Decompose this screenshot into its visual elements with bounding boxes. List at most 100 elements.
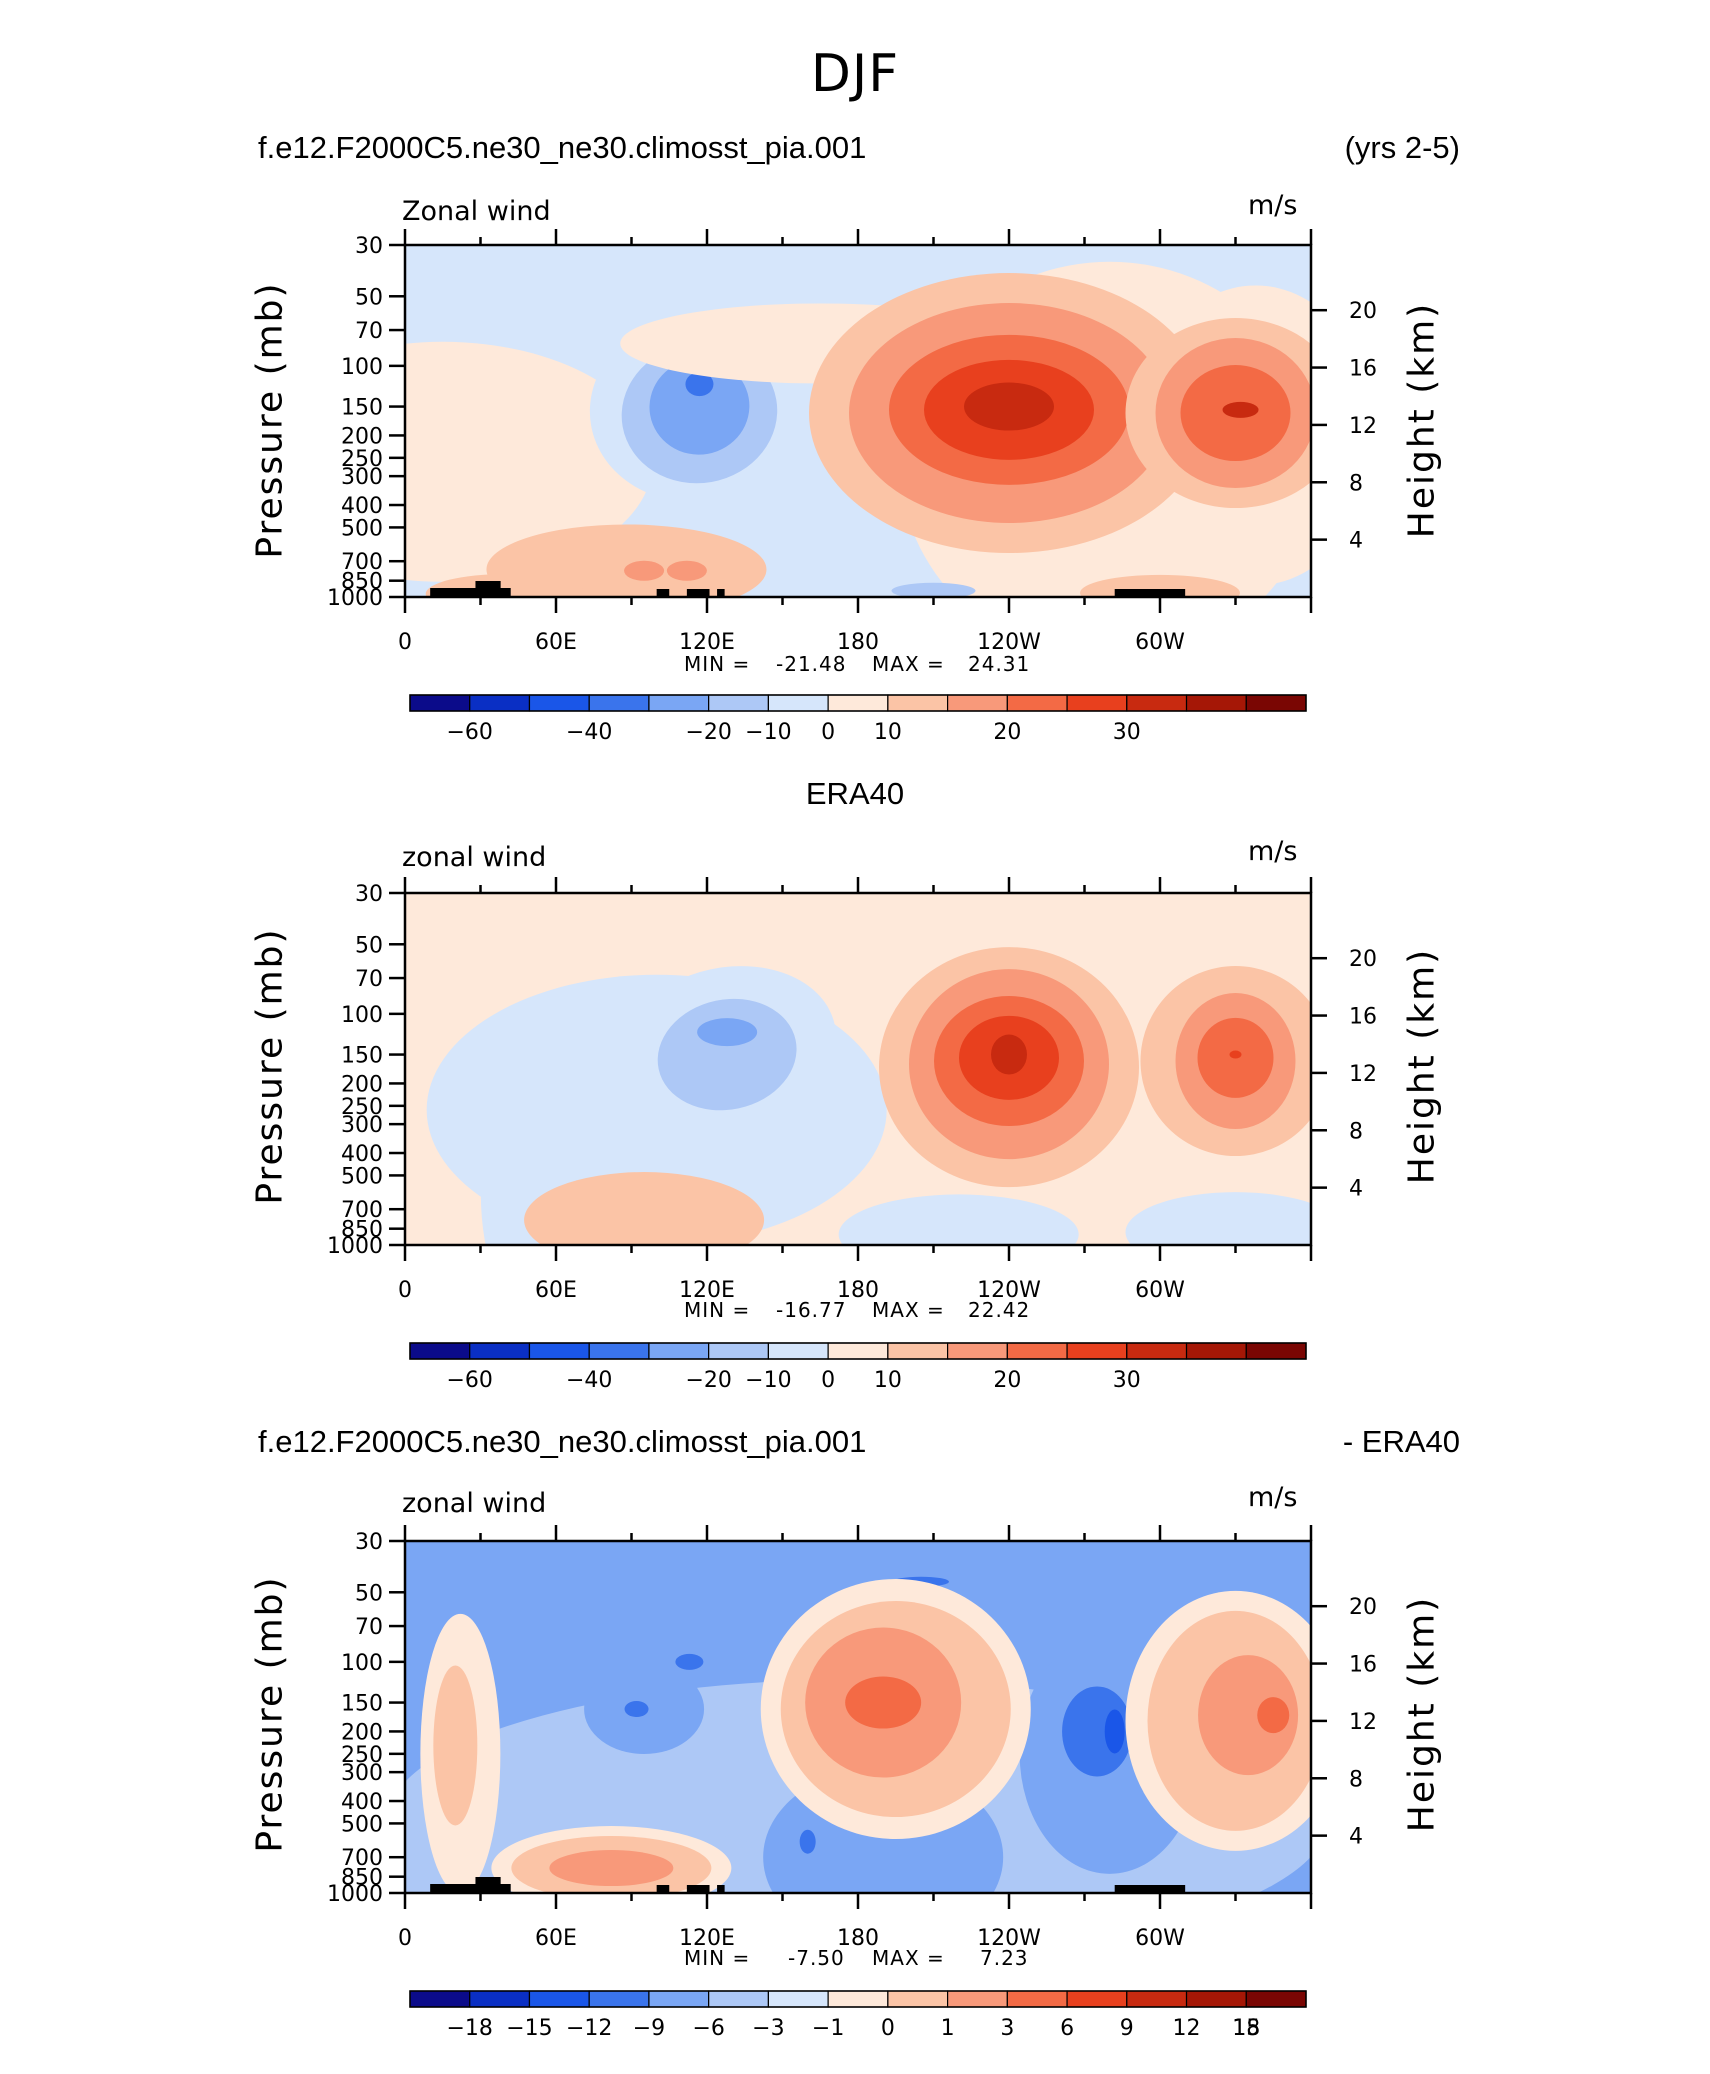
panel1-colorbar-label-1: −40	[566, 720, 612, 745]
panel1-colorbar-frame	[409, 694, 1307, 712]
panel2-colorbar-label-3: −10	[745, 1368, 791, 1393]
panel3-topography-1	[475, 1877, 501, 1893]
panel2-ytick-label-500: 500	[341, 1164, 383, 1189]
panel3-max-label: MAX =	[872, 1946, 945, 1970]
panel1-ytick-label-200: 200	[341, 424, 383, 449]
panel1-contour-18	[1222, 401, 1259, 418]
panel2-colorbar: −60 −40 −20 −10 0 10 20 30	[409, 1342, 1307, 1393]
panel3-contour-16	[845, 1676, 922, 1729]
panel3-topography-5	[1114, 1885, 1186, 1893]
panel2-ytick-label-150: 150	[341, 1044, 383, 1069]
panel3-units: m/s	[1248, 1482, 1298, 1513]
panel3-ytick-label-70: 70	[355, 1615, 383, 1640]
panel3-colorbar-label-0: −18	[447, 2016, 493, 2041]
panel3-colorbar-box-14	[1245, 1990, 1307, 2008]
panel2-colorbar-label-7: 30	[1113, 1368, 1141, 1393]
panel3-xtick-label-120W: 120W	[977, 1926, 1041, 1951]
panel3-contour-10	[799, 1829, 816, 1854]
panel2-y2tick-label-20: 20	[1349, 947, 1377, 972]
panel1-xtick-label-0: 0	[398, 630, 412, 655]
panel1-max-label: MAX =	[872, 652, 945, 676]
panel2-colorbar-label-4: 0	[821, 1368, 835, 1393]
panel2-ytick-label-50: 50	[355, 933, 383, 958]
panel3-colorbar-label-1: −15	[506, 2016, 552, 2041]
panel1-colorbar: −60 −40 −20 −10 0 10 20 30	[409, 694, 1307, 745]
panel1-ytick-label-150: 150	[341, 396, 383, 421]
panel3-ytick-label-200: 200	[341, 1720, 383, 1745]
panel3-ytick-label-400: 400	[341, 1790, 383, 1815]
panel1-xtick-label-60W: 60W	[1135, 630, 1185, 655]
panel3-contour-12	[433, 1665, 478, 1826]
panel1-min-label: MIN =	[684, 652, 751, 676]
panel3-colorbar-label-7: 0	[881, 2016, 895, 2041]
panel1-plot: 3050701001502002503004005007008501000201…	[327, 229, 1377, 745]
panel1-ytick-label-1000: 1000	[327, 586, 383, 611]
panel3-ytick-label-150: 150	[341, 1692, 383, 1717]
panel3-contour-7	[624, 1701, 649, 1718]
panel3-header-right: - ERA40	[1342, 1424, 1460, 1459]
panel2-ytick-label-1000: 1000	[327, 1234, 383, 1259]
panel1-ytick-label-50: 50	[355, 285, 383, 310]
panel2-colorbar-label-6: 20	[993, 1368, 1021, 1393]
panel2-colorbar-label-5: 10	[874, 1368, 902, 1393]
panel1-topography-1	[475, 581, 501, 597]
panel2-xtick-label-120W: 120W	[977, 1278, 1041, 1303]
panel3-min-label: MIN =	[684, 1946, 751, 1970]
panel3-colorbar-box-11	[1066, 1990, 1128, 2008]
panel3-colorbar-box-6	[767, 1990, 829, 2008]
panel3-contour-8	[675, 1653, 704, 1670]
panel2-contour-5	[657, 998, 797, 1111]
panel3-colorbar-label-9: 3	[1000, 2016, 1014, 2041]
panel2-y2tick-label-12: 12	[1349, 1062, 1377, 1087]
panel2-y2tick-label-4: 4	[1349, 1177, 1363, 1202]
panel3-colorbar-box-8	[887, 1990, 949, 2008]
panel2-var-label: zonal wind	[402, 842, 547, 873]
panel1-y2tick-label-16: 16	[1349, 357, 1377, 382]
panel1-colorbar-label-4: 0	[821, 720, 835, 745]
panel1-y2tick-label-4: 4	[1349, 529, 1363, 554]
panel3-colorbar-box-3	[588, 1990, 650, 2008]
panel1-colorbar-label-7: 30	[1113, 720, 1141, 745]
panel1-ytick-label-850: 850	[341, 570, 383, 595]
panel3-contour-20	[1257, 1697, 1290, 1734]
panel3-colorbar-label-14: 18	[1232, 2016, 1260, 2041]
panel3-min: -7.50	[788, 1946, 845, 1970]
panel3-ytick-label-30: 30	[355, 1530, 383, 1555]
panel1-min: -21.48	[776, 652, 847, 676]
panel3-header-left: f.e12.F2000C5.ne30_ne30.climosst_pia.001	[258, 1424, 867, 1459]
panel3-ytick-label-500: 500	[341, 1812, 383, 1837]
panel1-contour-20	[624, 560, 665, 581]
panel1-ytick-label-70: 70	[355, 319, 383, 344]
panel1-max: 24.31	[968, 652, 1031, 676]
panel1-y2tick-label-12: 12	[1349, 414, 1377, 439]
panel3-colorbar-label-2: −12	[566, 2016, 612, 2041]
panel2-ytick-label-200: 200	[341, 1072, 383, 1097]
panel1-topography-2	[656, 589, 670, 597]
panel3-topography-2	[656, 1885, 670, 1893]
panel3-max: 7.23	[980, 1946, 1029, 1970]
panel1-header-left: f.e12.F2000C5.ne30_ne30.climosst_pia.001	[258, 130, 867, 165]
panel3-colorbar-box-2	[528, 1990, 590, 2008]
panel3-xtick-label-0: 0	[398, 1926, 412, 1951]
panel3-colorbar-label-5: −3	[752, 2016, 784, 2041]
panel3-contour-5	[1104, 1709, 1125, 1754]
panel1-contour-21	[666, 560, 707, 581]
panel3-colorbar-label-3: −9	[633, 2016, 665, 2041]
panel1-ytick-label-100: 100	[341, 355, 383, 380]
main-title: DJF	[810, 44, 900, 104]
panel2-colorbar-frame	[409, 1342, 1307, 1360]
panel3-contour-4	[1062, 1686, 1133, 1777]
panel3-y2tick-label-16: 16	[1349, 1653, 1377, 1678]
panel1-topography-3	[686, 589, 710, 597]
panel3-contours	[405, 1576, 1311, 1893]
panel3-colorbar-box-9	[946, 1990, 1008, 2008]
panel1-colorbar-label-6: 20	[993, 720, 1021, 745]
panel2-contour-2	[838, 1194, 1079, 1245]
panel3-topography-0	[430, 1884, 511, 1893]
panel3-colorbar-box-4	[648, 1990, 710, 2008]
panel3-xtick-label-120E: 120E	[679, 1926, 735, 1951]
panel2-contour-3	[1125, 1192, 1311, 1245]
panel1-colorbar-label-2: −20	[685, 720, 731, 745]
